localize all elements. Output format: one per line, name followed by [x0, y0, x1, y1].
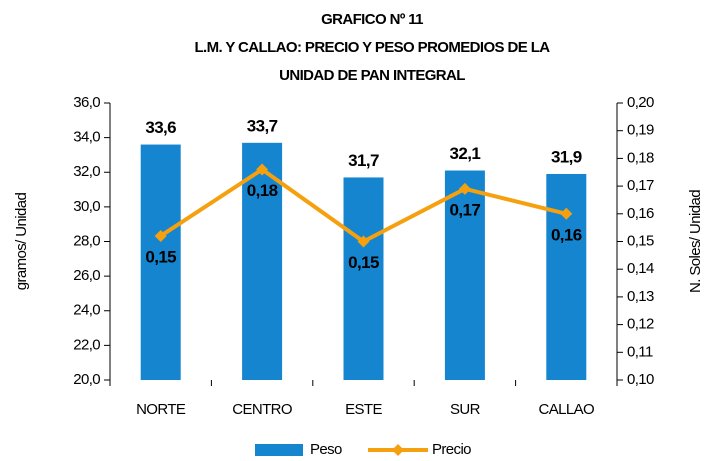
y-tick-label: 32,0: [73, 163, 100, 180]
chart-title: GRAFICO Nº 11: [321, 11, 423, 28]
price-marker: [256, 163, 269, 176]
bar-value-label: 31,9: [551, 147, 582, 166]
y2-tick-label: 0,18: [627, 149, 654, 166]
price-marker: [357, 235, 370, 248]
line-value-label: 0,15: [145, 247, 176, 266]
line-value-label: 0,17: [450, 200, 481, 219]
legend-label: Precio: [432, 441, 471, 458]
y-tick-label: 28,0: [73, 232, 100, 249]
legend-label: Peso: [310, 441, 342, 458]
y2-tick-label: 0,10: [627, 371, 654, 388]
y2-tick-label: 0,20: [627, 94, 654, 111]
y2-tick-label: 0,16: [627, 205, 654, 222]
legend-swatch: [255, 444, 303, 456]
chart-title: UNIDAD DE PAN INTEGRAL: [279, 67, 465, 84]
bar: [140, 144, 181, 380]
y2-tick-label: 0,17: [627, 177, 654, 194]
y2-tick-label: 0,15: [627, 232, 654, 249]
line-value-label: 0,18: [247, 181, 278, 200]
bar: [546, 173, 587, 380]
x-tick-label: CALLAO: [538, 401, 594, 418]
y-tick-label: 34,0: [73, 129, 100, 146]
legend-swatch: [392, 444, 404, 456]
price-marker: [154, 229, 167, 242]
y-tick-label: 20,0: [73, 371, 100, 388]
bar-value-label: 33,7: [247, 116, 278, 135]
bar-value-label: 33,6: [145, 118, 176, 137]
price-marker: [560, 207, 573, 220]
x-tick-label: SUR: [450, 401, 481, 418]
x-tick-label: NORTE: [136, 401, 186, 418]
bar: [343, 177, 384, 380]
y2-tick-label: 0,11: [627, 343, 653, 360]
bar: [242, 142, 283, 380]
bar: [444, 170, 485, 380]
price-marker: [458, 182, 471, 195]
y-tick-label: 26,0: [73, 267, 100, 284]
y2-tick-label: 0,13: [627, 288, 654, 305]
line-value-label: 0,16: [551, 225, 582, 244]
y2-tick-label: 0,12: [627, 316, 654, 333]
y-tick-label: 30,0: [73, 198, 100, 215]
x-tick-label: ESTE: [345, 401, 382, 418]
y2-tick-label: 0,14: [627, 260, 654, 277]
bar-value-label: 31,7: [348, 151, 379, 170]
y2-tick-label: 0,19: [627, 122, 654, 139]
y-tick-label: 24,0: [73, 302, 100, 319]
y-tick-label: 22,0: [73, 336, 100, 353]
chart-title: L.M. Y CALLAO: PRECIO Y PESO PROMEDIOS D…: [194, 39, 550, 56]
x-tick-label: CENTRO: [232, 401, 292, 418]
y2-axis-label: N. Soles/ Unidad: [687, 190, 704, 293]
line-value-label: 0,15: [348, 253, 379, 272]
y-axis-label: gramos/ Unidad: [13, 193, 30, 291]
bar-value-label: 32,1: [450, 144, 481, 163]
y-tick-label: 36,0: [73, 94, 100, 111]
